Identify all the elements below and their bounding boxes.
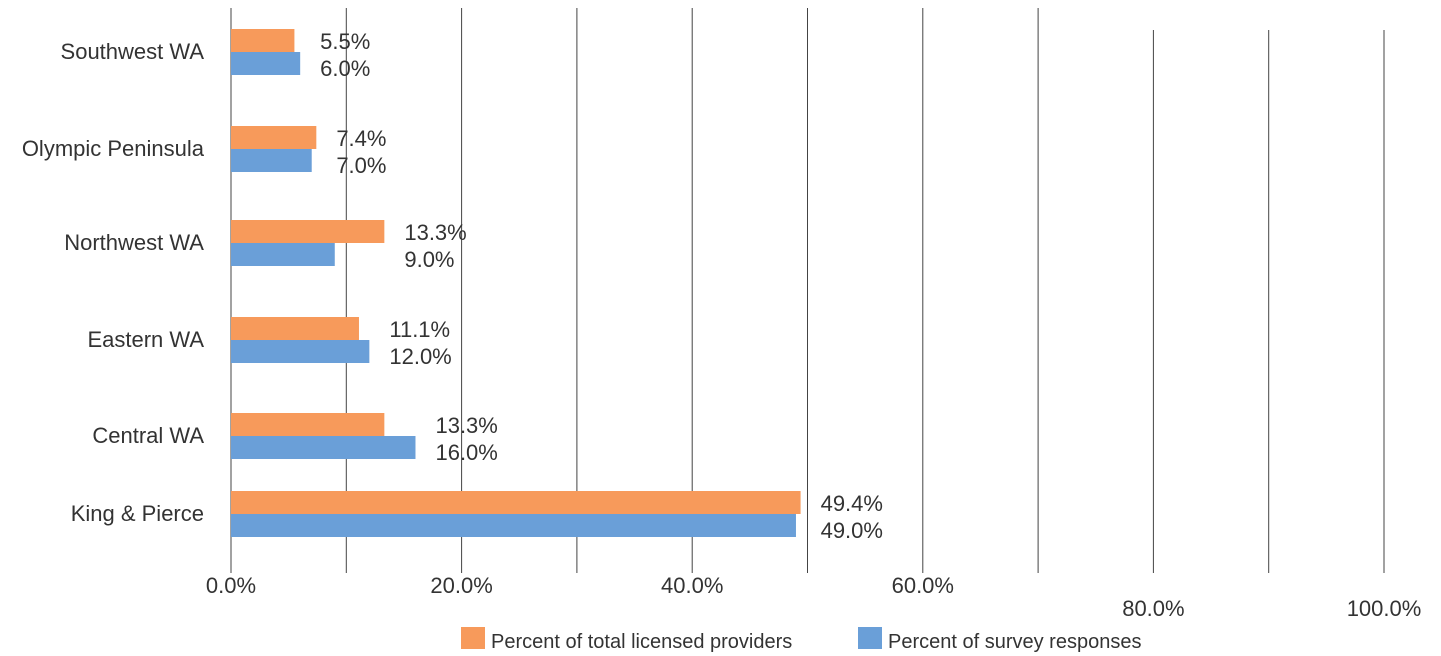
legend-label-licensed-providers: Percent of total licensed providers: [491, 631, 792, 653]
bar-licensed-providers-king-and-pierce: [231, 491, 801, 514]
data-label-licensed-providers-olympic-peninsula: 7.4%: [336, 126, 386, 151]
data-label-survey-responses-eastern-wa: 12.0%: [389, 344, 451, 369]
bar-survey-responses-olympic-peninsula: [231, 149, 312, 172]
category-label-king-and-pierce: King & Pierce: [71, 501, 204, 526]
data-label-survey-responses-northwest-wa: 9.0%: [404, 247, 454, 272]
bar-licensed-providers-eastern-wa: [231, 317, 359, 340]
x-tick-label-60: 60.0%: [892, 573, 954, 598]
data-label-licensed-providers-southwest-wa: 5.5%: [320, 29, 370, 54]
bar-licensed-providers-northwest-wa: [231, 220, 385, 243]
category-label-southwest-wa: Southwest WA: [61, 39, 205, 64]
bar-licensed-providers-olympic-peninsula: [231, 126, 317, 149]
bar-survey-responses-central-wa: [231, 436, 416, 459]
data-label-survey-responses-southwest-wa: 6.0%: [320, 56, 370, 81]
category-label-eastern-wa: Eastern WA: [87, 327, 204, 352]
data-label-survey-responses-central-wa: 16.0%: [435, 440, 497, 465]
x-tick-label-40: 40.0%: [661, 573, 723, 598]
data-label-survey-responses-olympic-peninsula: 7.0%: [336, 153, 386, 178]
category-label-olympic-peninsula: Olympic Peninsula: [22, 136, 205, 161]
x-tick-label-100: 100.0%: [1347, 596, 1422, 621]
data-label-licensed-providers-eastern-wa: 11.1%: [389, 317, 450, 342]
bar-licensed-providers-central-wa: [231, 413, 385, 436]
data-labels: 5.5%6.0%7.4%7.0%13.3%9.0%11.1%12.0%13.3%…: [320, 29, 883, 543]
legend: Percent of total licensed providers Perc…: [461, 627, 1141, 653]
bar-survey-responses-king-and-pierce: [231, 514, 796, 537]
bar-survey-responses-eastern-wa: [231, 340, 370, 363]
x-tick-label-0: 0.0%: [206, 573, 256, 598]
data-label-licensed-providers-central-wa: 13.3%: [435, 413, 497, 438]
data-label-licensed-providers-king-and-pierce: 49.4%: [821, 491, 883, 516]
data-label-survey-responses-king-and-pierce: 49.0%: [821, 518, 883, 543]
bar-survey-responses-southwest-wa: [231, 52, 301, 75]
x-axis-tick-labels: 0.0% 20.0% 40.0% 60.0% 80.0% 100.0%: [206, 573, 1421, 621]
category-label-central-wa: Central WA: [92, 423, 204, 448]
data-label-licensed-providers-northwest-wa: 13.3%: [404, 220, 466, 245]
category-labels: Southwest WA Olympic Peninsula Northwest W…: [22, 39, 205, 526]
legend-swatch-licensed-providers: [461, 627, 485, 649]
category-label-northwest-wa: Northwest WA: [64, 230, 204, 255]
bar-survey-responses-northwest-wa: [231, 243, 335, 266]
x-tick-label-80: 80.0%: [1122, 596, 1184, 621]
bar-licensed-providers-southwest-wa: [231, 29, 295, 52]
gridlines: [230, 8, 1385, 573]
legend-swatch-survey-responses: [858, 627, 882, 649]
bars: [231, 29, 801, 537]
x-tick-label-20: 20.0%: [430, 573, 492, 598]
legend-label-survey-responses: Percent of survey responses: [888, 631, 1141, 653]
